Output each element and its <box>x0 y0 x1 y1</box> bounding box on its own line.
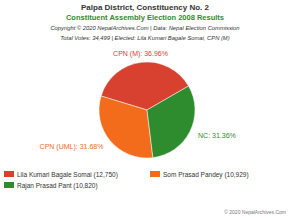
legend: Lila Kumari Bagale Somai (12,750) Som Pra… <box>4 171 249 190</box>
legend-label: Som Prasad Pandey (10,929) <box>163 171 249 179</box>
legend-swatch <box>4 171 14 177</box>
copyright: Copyright © 2020 NepalArchives.Com | Dat… <box>50 25 239 31</box>
data-label: NC: 31.36% <box>198 132 236 139</box>
data-labels: CPN (M): 36.96% CPN (UML): 31.68% NC: 31.3… <box>40 50 236 151</box>
legend-label: Lila Kumari Bagale Somai (12,750) <box>17 171 118 179</box>
title: Palpa District, Constituency No. 2 <box>81 3 210 12</box>
pie <box>99 62 195 158</box>
legend-swatch <box>4 182 14 188</box>
legend-swatch <box>150 171 160 177</box>
total-votes: Total Votes: 34,499 | Elected: Lila Kuma… <box>60 35 229 41</box>
data-label: CPN (M): 36.96% <box>113 50 168 58</box>
data-label: CPN (UML): 31.68% <box>40 143 104 151</box>
watermark: © 2020 NepalArchives.Com <box>224 209 286 215</box>
pie-slice <box>147 86 195 158</box>
legend-label: Rajan Prasad Pant (10,820) <box>17 182 98 190</box>
chart: Palpa District, Constituency No. 2Consti… <box>0 0 290 218</box>
subtitle: Constituent Assembly Election 2008 Resul… <box>66 13 224 22</box>
pie-slice <box>99 96 153 158</box>
